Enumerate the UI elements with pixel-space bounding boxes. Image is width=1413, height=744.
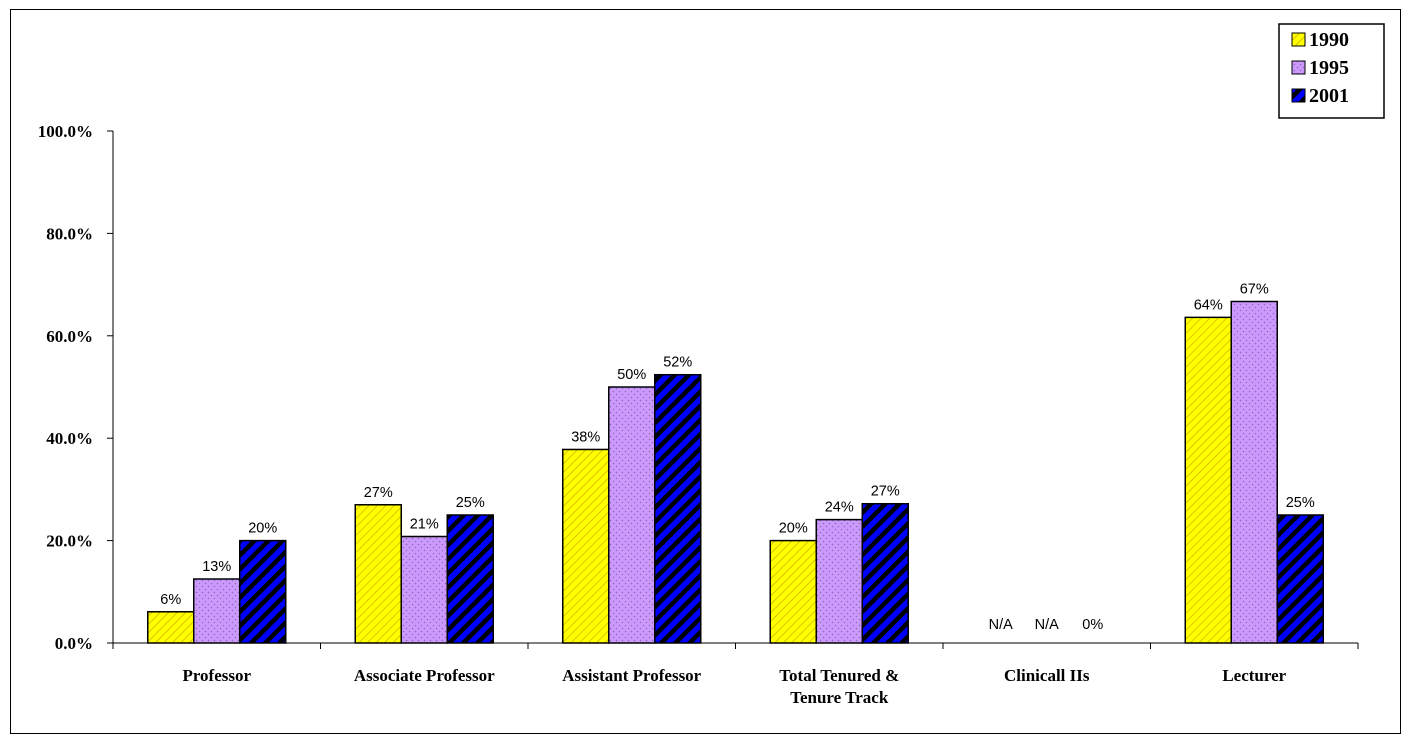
x-category-label: Professor [182,666,251,685]
legend-label-1990: 1990 [1309,29,1349,51]
bar-2001-2 [654,373,702,644]
legend-label-2001: 2001 [1309,85,1349,107]
data-label: 21% [410,517,439,533]
legend-label-1995: 1995 [1309,57,1349,79]
axes: 0.0% 20.0% 40.0% 60.0% 80.0% 100.0% Professor A… [38,122,1359,707]
bar-1995-0 [193,578,241,644]
data-label: 25% [1286,495,1315,511]
bar-1995-2 [608,386,656,644]
legend-swatch-1990 [1291,32,1306,47]
data-label: 50% [617,367,646,383]
y-tick-label: 60.0% [46,327,93,346]
bar-2001-3 [861,502,909,644]
y-tick-label: 100.0% [38,122,93,141]
data-label: 38% [571,429,600,445]
data-label: 24% [825,500,854,516]
data-label: 20% [248,521,277,537]
y-tick-label: 80.0% [46,224,93,243]
bar-2001-0 [239,539,287,644]
data-label: 0% [1082,617,1103,633]
x-category-label: Assistant Professor [562,666,701,685]
x-category-label: Associate Professor [354,666,495,685]
bars [147,300,1324,644]
bar-1990-2 [562,448,610,644]
x-category-label: Lecturer [1222,666,1286,685]
bar-1995-5 [1230,300,1278,644]
legend-swatch-2001 [1291,88,1306,103]
bar-1990-0 [147,611,195,644]
y-tick-label: 40.0% [46,429,93,448]
x-category-label: Tenure Track [790,688,889,707]
data-labels: 6% 27% 38% 20% N/A 64% 13% 21% 50% 24% N/A 67% 20% 25… [160,281,1315,633]
data-label: 6% [160,592,181,608]
bar-2001-1 [446,514,494,644]
data-label: N/A [1035,617,1060,633]
y-tick-label: 0.0% [55,634,93,653]
data-label: 52% [663,355,692,371]
y-tick-label: 20.0% [46,532,93,551]
x-category-label: Clinicall IIs [1004,666,1090,685]
x-category-label: Total Tenured & [779,666,899,685]
legend: 1990 1995 2001 [1278,23,1385,119]
data-label: 20% [779,521,808,537]
data-label: N/A [989,617,1014,633]
bar-1990-3 [769,539,817,644]
data-label: 13% [202,559,231,575]
data-label: 25% [456,495,485,511]
bar-1990-5 [1184,316,1232,644]
bar-1995-3 [815,518,863,644]
data-label: 64% [1194,297,1223,313]
bar-2001-5 [1276,514,1324,644]
data-label: 67% [1240,281,1269,297]
data-label: 27% [364,485,393,501]
bar-1995-1 [400,535,448,644]
legend-swatch-1995 [1291,60,1306,75]
data-label: 27% [871,484,900,500]
bar-1990-1 [354,504,402,644]
